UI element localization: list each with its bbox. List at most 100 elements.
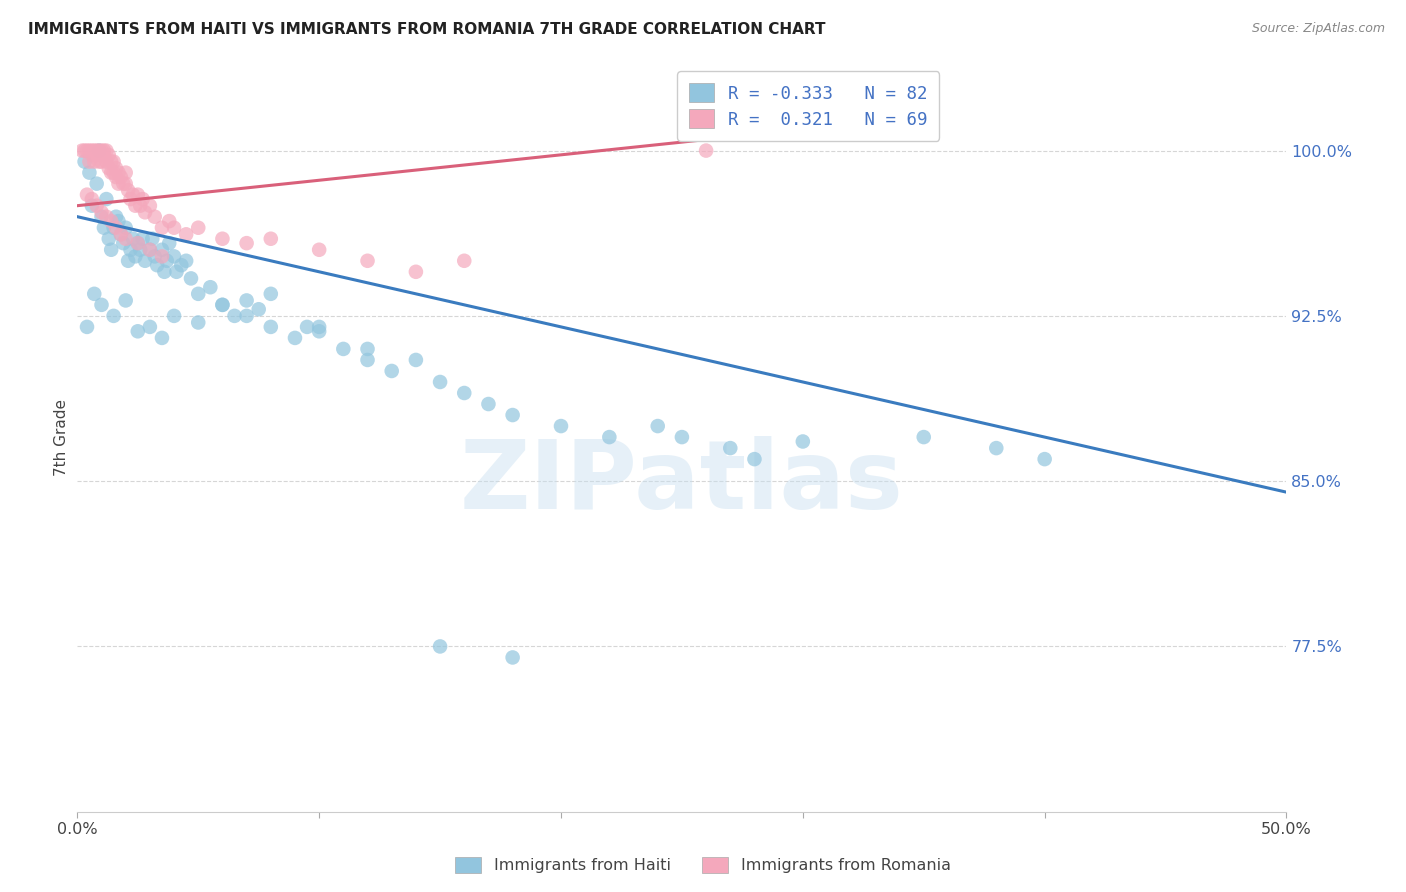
- Point: [100, 214, 122, 228]
- Point: [114, 220, 136, 235]
- Point: [80, 148, 103, 162]
- Point: [114, 166, 136, 180]
- Text: Source: ZipAtlas.com: Source: ZipAtlas.com: [1251, 22, 1385, 36]
- Point: [224, 309, 246, 323]
- Point: [211, 232, 233, 246]
- Point: [235, 309, 257, 323]
- Point: [381, 364, 404, 378]
- Point: [146, 258, 169, 272]
- Point: [308, 324, 330, 338]
- Point: [163, 220, 186, 235]
- Point: [93, 144, 115, 158]
- Point: [90, 144, 112, 158]
- Point: [103, 154, 125, 169]
- Point: [87, 144, 110, 158]
- Point: [477, 397, 499, 411]
- Legend: R = -0.333   N = 82, R =  0.321   N = 69: R = -0.333 N = 82, R = 0.321 N = 69: [678, 71, 939, 141]
- Point: [83, 154, 105, 169]
- Point: [308, 319, 330, 334]
- Point: [97, 232, 120, 246]
- Point: [150, 220, 173, 235]
- Point: [97, 161, 120, 176]
- Point: [163, 309, 186, 323]
- Point: [90, 298, 112, 312]
- Point: [114, 232, 136, 246]
- Point: [114, 177, 136, 191]
- Point: [90, 205, 112, 219]
- Point: [744, 452, 766, 467]
- Text: ZIPatlas: ZIPatlas: [460, 435, 904, 529]
- Point: [235, 236, 257, 251]
- Point: [73, 154, 96, 169]
- Point: [129, 243, 152, 257]
- Point: [187, 220, 209, 235]
- Point: [120, 243, 142, 257]
- Point: [153, 265, 176, 279]
- Point: [120, 192, 142, 206]
- Point: [157, 214, 180, 228]
- Point: [912, 430, 935, 444]
- Point: [332, 342, 354, 356]
- Point: [129, 199, 152, 213]
- Point: [170, 258, 193, 272]
- Point: [127, 187, 149, 202]
- Point: [156, 253, 179, 268]
- Point: [695, 144, 717, 158]
- Point: [1033, 452, 1056, 467]
- Point: [80, 192, 103, 206]
- Point: [86, 144, 108, 158]
- Point: [107, 214, 129, 228]
- Point: [97, 148, 120, 162]
- Point: [79, 166, 101, 180]
- Legend: Immigrants from Haiti, Immigrants from Romania: Immigrants from Haiti, Immigrants from R…: [449, 850, 957, 880]
- Point: [112, 236, 135, 251]
- Point: [86, 177, 108, 191]
- Point: [598, 430, 620, 444]
- Point: [79, 154, 101, 169]
- Point: [502, 650, 524, 665]
- Point: [187, 286, 209, 301]
- Point: [134, 205, 156, 219]
- Point: [429, 375, 451, 389]
- Point: [131, 192, 153, 206]
- Point: [127, 236, 149, 251]
- Point: [117, 183, 139, 197]
- Point: [117, 253, 139, 268]
- Point: [103, 166, 125, 180]
- Point: [86, 199, 108, 213]
- Point: [139, 243, 162, 257]
- Point: [96, 144, 118, 158]
- Point: [83, 144, 105, 158]
- Point: [127, 236, 149, 251]
- Point: [100, 154, 122, 169]
- Point: [356, 342, 378, 356]
- Point: [96, 154, 118, 169]
- Point: [260, 319, 283, 334]
- Point: [211, 298, 233, 312]
- Point: [235, 293, 257, 308]
- Point: [163, 249, 186, 263]
- Point: [453, 253, 475, 268]
- Point: [141, 232, 163, 246]
- Point: [166, 265, 188, 279]
- Point: [122, 232, 145, 246]
- Point: [260, 232, 283, 246]
- Point: [105, 161, 128, 176]
- Point: [131, 232, 153, 246]
- Point: [80, 199, 103, 213]
- Point: [90, 148, 112, 162]
- Point: [96, 210, 118, 224]
- Text: IMMIGRANTS FROM HAITI VS IMMIGRANTS FROM ROMANIA 7TH GRADE CORRELATION CHART: IMMIGRANTS FROM HAITI VS IMMIGRANTS FROM…: [28, 22, 825, 37]
- Point: [139, 319, 162, 334]
- Point: [110, 227, 132, 242]
- Point: [112, 177, 135, 191]
- Point: [100, 166, 122, 180]
- Point: [429, 640, 451, 654]
- Point: [124, 249, 146, 263]
- Point: [356, 253, 378, 268]
- Point: [114, 293, 136, 308]
- Point: [70, 144, 93, 158]
- Point: [143, 210, 166, 224]
- Point: [103, 309, 125, 323]
- Point: [93, 148, 115, 162]
